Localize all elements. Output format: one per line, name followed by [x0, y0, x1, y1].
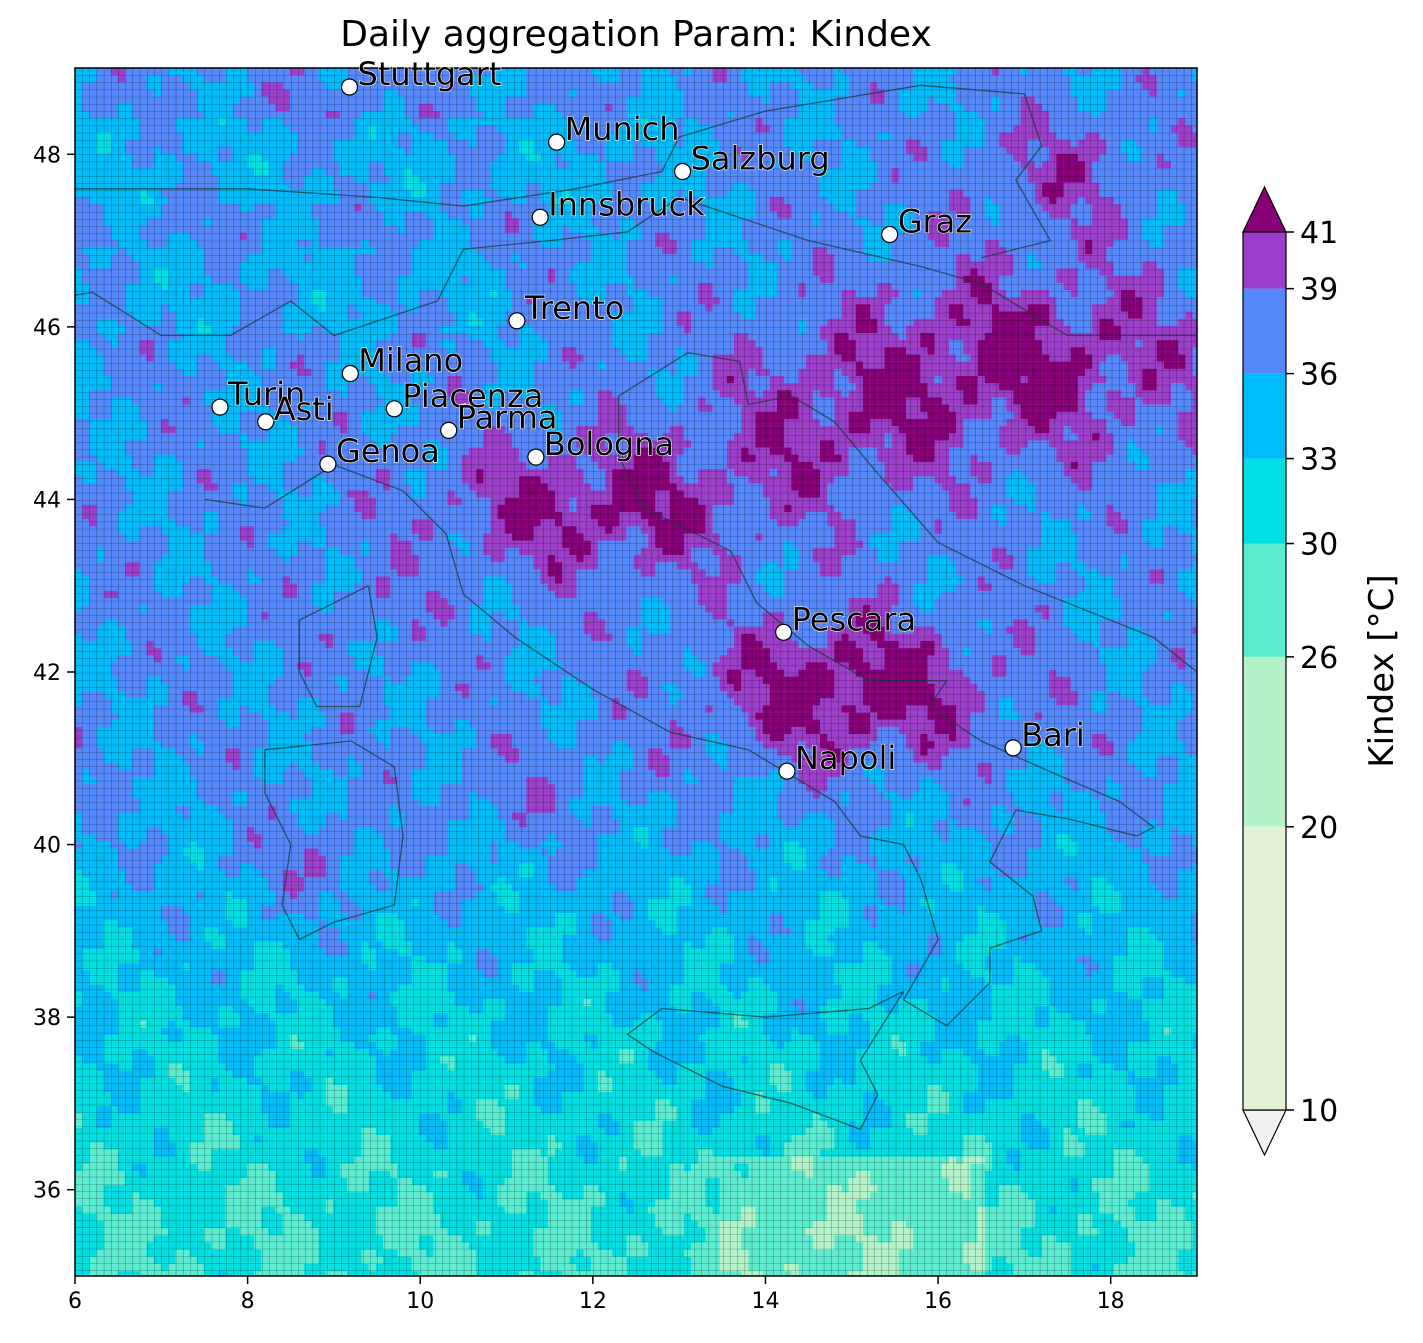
- map-title: Daily aggregation Param: Kindex: [75, 14, 1197, 55]
